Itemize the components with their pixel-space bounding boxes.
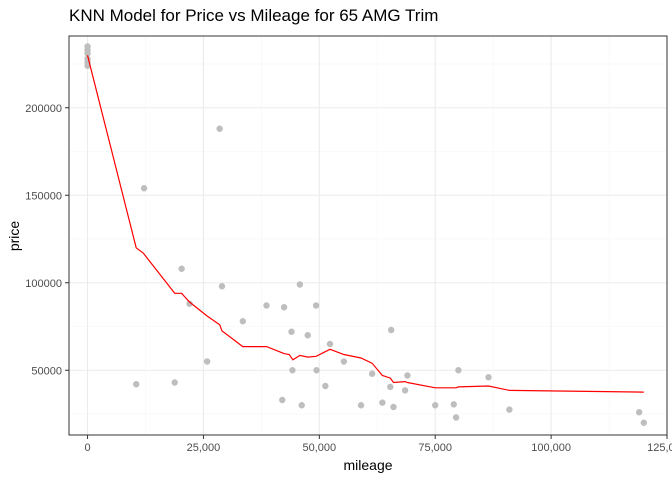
y-tick-label: 50000 [31, 365, 62, 377]
data-point [279, 396, 286, 404]
data-point [340, 358, 348, 365]
y-axis-title: price [6, 221, 22, 252]
data-point [368, 370, 376, 377]
x-axis-title: mileage [343, 457, 392, 473]
data-point [450, 401, 457, 408]
y-axis-ticks: 50000 100000 150000 200000 [25, 103, 69, 377]
x-axis-ticks: 0 25,000 50,000 75,000 100,000 125,000 [84, 435, 672, 454]
data-point [313, 367, 320, 374]
data-point [322, 382, 329, 390]
data-point [84, 50, 91, 57]
data-point [304, 332, 311, 339]
panel-border [68, 35, 668, 436]
data-point [432, 402, 439, 409]
data-point [289, 367, 296, 374]
x-tick-label: 25,000 [187, 442, 221, 454]
data-point [178, 265, 185, 272]
data-point [401, 387, 409, 394]
data-points [84, 43, 648, 426]
data-point [404, 372, 411, 379]
data-point [171, 379, 178, 386]
data-point [239, 318, 247, 325]
data-point [203, 358, 211, 365]
data-point [379, 399, 386, 406]
data-point [640, 419, 648, 426]
data-point [186, 300, 193, 307]
minor-grid [69, 36, 667, 435]
data-point [635, 409, 643, 416]
data-point [296, 281, 304, 288]
data-point [133, 381, 140, 388]
major-grid [69, 36, 668, 435]
data-point [298, 402, 305, 409]
y-tick-label: 200000 [25, 103, 62, 115]
data-point [280, 304, 288, 311]
data-point [485, 374, 492, 381]
x-tick-label: 75,000 [418, 442, 452, 454]
data-point [140, 185, 148, 192]
x-tick-label: 100,000 [531, 442, 571, 454]
data-point [218, 283, 226, 290]
y-tick-label: 100000 [25, 278, 62, 290]
data-point [452, 414, 460, 421]
data-point [387, 383, 394, 391]
chart-title: KNN Model for Price vs Mileage for 65 AM… [69, 6, 439, 25]
knn-fit-path [86, 55, 644, 393]
data-point [387, 326, 395, 334]
x-tick-label: 50,000 [302, 442, 336, 454]
data-point [455, 367, 462, 374]
y-tick-label: 150000 [25, 190, 62, 202]
data-point [216, 125, 223, 132]
data-point [390, 403, 397, 411]
data-point [506, 406, 513, 413]
x-tick-label: 125,000 [647, 442, 672, 454]
data-point [263, 302, 270, 309]
data-point [326, 340, 334, 348]
data-point [312, 302, 320, 309]
knn-fit-line [86, 55, 644, 393]
data-point [288, 328, 295, 335]
x-tick-label: 0 [84, 442, 90, 454]
data-point [357, 402, 365, 409]
